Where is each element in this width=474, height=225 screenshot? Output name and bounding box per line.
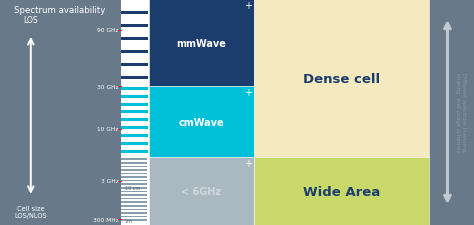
Text: Spectrum availability: Spectrum availability	[14, 6, 105, 15]
Bar	[121, 77, 148, 80]
Bar	[121, 191, 147, 192]
Bar	[121, 173, 147, 175]
Bar	[121, 212, 147, 214]
Text: < 6GHz: < 6GHz	[182, 186, 221, 196]
Bar	[121, 103, 148, 106]
Bar	[121, 51, 148, 54]
Bar	[121, 111, 148, 114]
Text: 10 GHz: 10 GHz	[97, 127, 118, 132]
Bar	[121, 176, 147, 178]
Bar	[254, 0, 429, 158]
Bar	[121, 88, 148, 90]
Text: 90 GHz: 90 GHz	[97, 28, 118, 33]
Bar	[121, 119, 148, 122]
Bar	[121, 198, 147, 200]
Bar	[149, 158, 254, 225]
Bar	[121, 38, 148, 41]
Bar	[254, 158, 429, 225]
Bar	[121, 187, 147, 189]
Bar	[121, 142, 148, 145]
Text: mmWave: mmWave	[176, 38, 227, 48]
Bar	[121, 127, 148, 130]
Bar	[121, 194, 147, 196]
Text: 30 GHz: 30 GHz	[97, 84, 118, 89]
Bar	[121, 209, 147, 210]
Bar	[121, 0, 151, 225]
Bar	[121, 25, 148, 28]
Bar	[121, 166, 147, 167]
Bar	[121, 64, 148, 67]
Bar	[121, 202, 147, 203]
Text: Cell size
LOS/NLOS: Cell size LOS/NLOS	[15, 205, 47, 218]
Bar	[121, 134, 148, 137]
Text: 10 cm: 10 cm	[125, 185, 140, 190]
Bar	[121, 169, 147, 171]
Bar	[121, 11, 148, 15]
Text: +: +	[244, 88, 252, 98]
Bar	[121, 205, 147, 207]
Bar	[121, 159, 147, 160]
Bar	[121, 219, 147, 221]
Bar	[121, 95, 148, 98]
Text: 300 MHz: 300 MHz	[92, 217, 118, 222]
Text: 3 GHz: 3 GHz	[100, 179, 118, 184]
Bar	[121, 162, 147, 164]
Bar	[121, 184, 147, 185]
Bar	[121, 180, 147, 182]
Bar	[121, 216, 147, 217]
Text: LOS: LOS	[24, 16, 38, 25]
Text: Different spectrum licensing,
sharing  and usage schemes: Different spectrum licensing, sharing an…	[456, 73, 466, 152]
Text: Dense cell: Dense cell	[303, 72, 380, 85]
Bar	[149, 87, 254, 158]
Text: +: +	[244, 1, 252, 11]
Text: cmWave: cmWave	[179, 117, 224, 127]
Bar	[149, 0, 254, 87]
Text: 1m: 1m	[125, 218, 133, 223]
Text: +: +	[244, 159, 252, 169]
Text: Wide Area: Wide Area	[303, 185, 380, 198]
Bar	[121, 150, 148, 153]
